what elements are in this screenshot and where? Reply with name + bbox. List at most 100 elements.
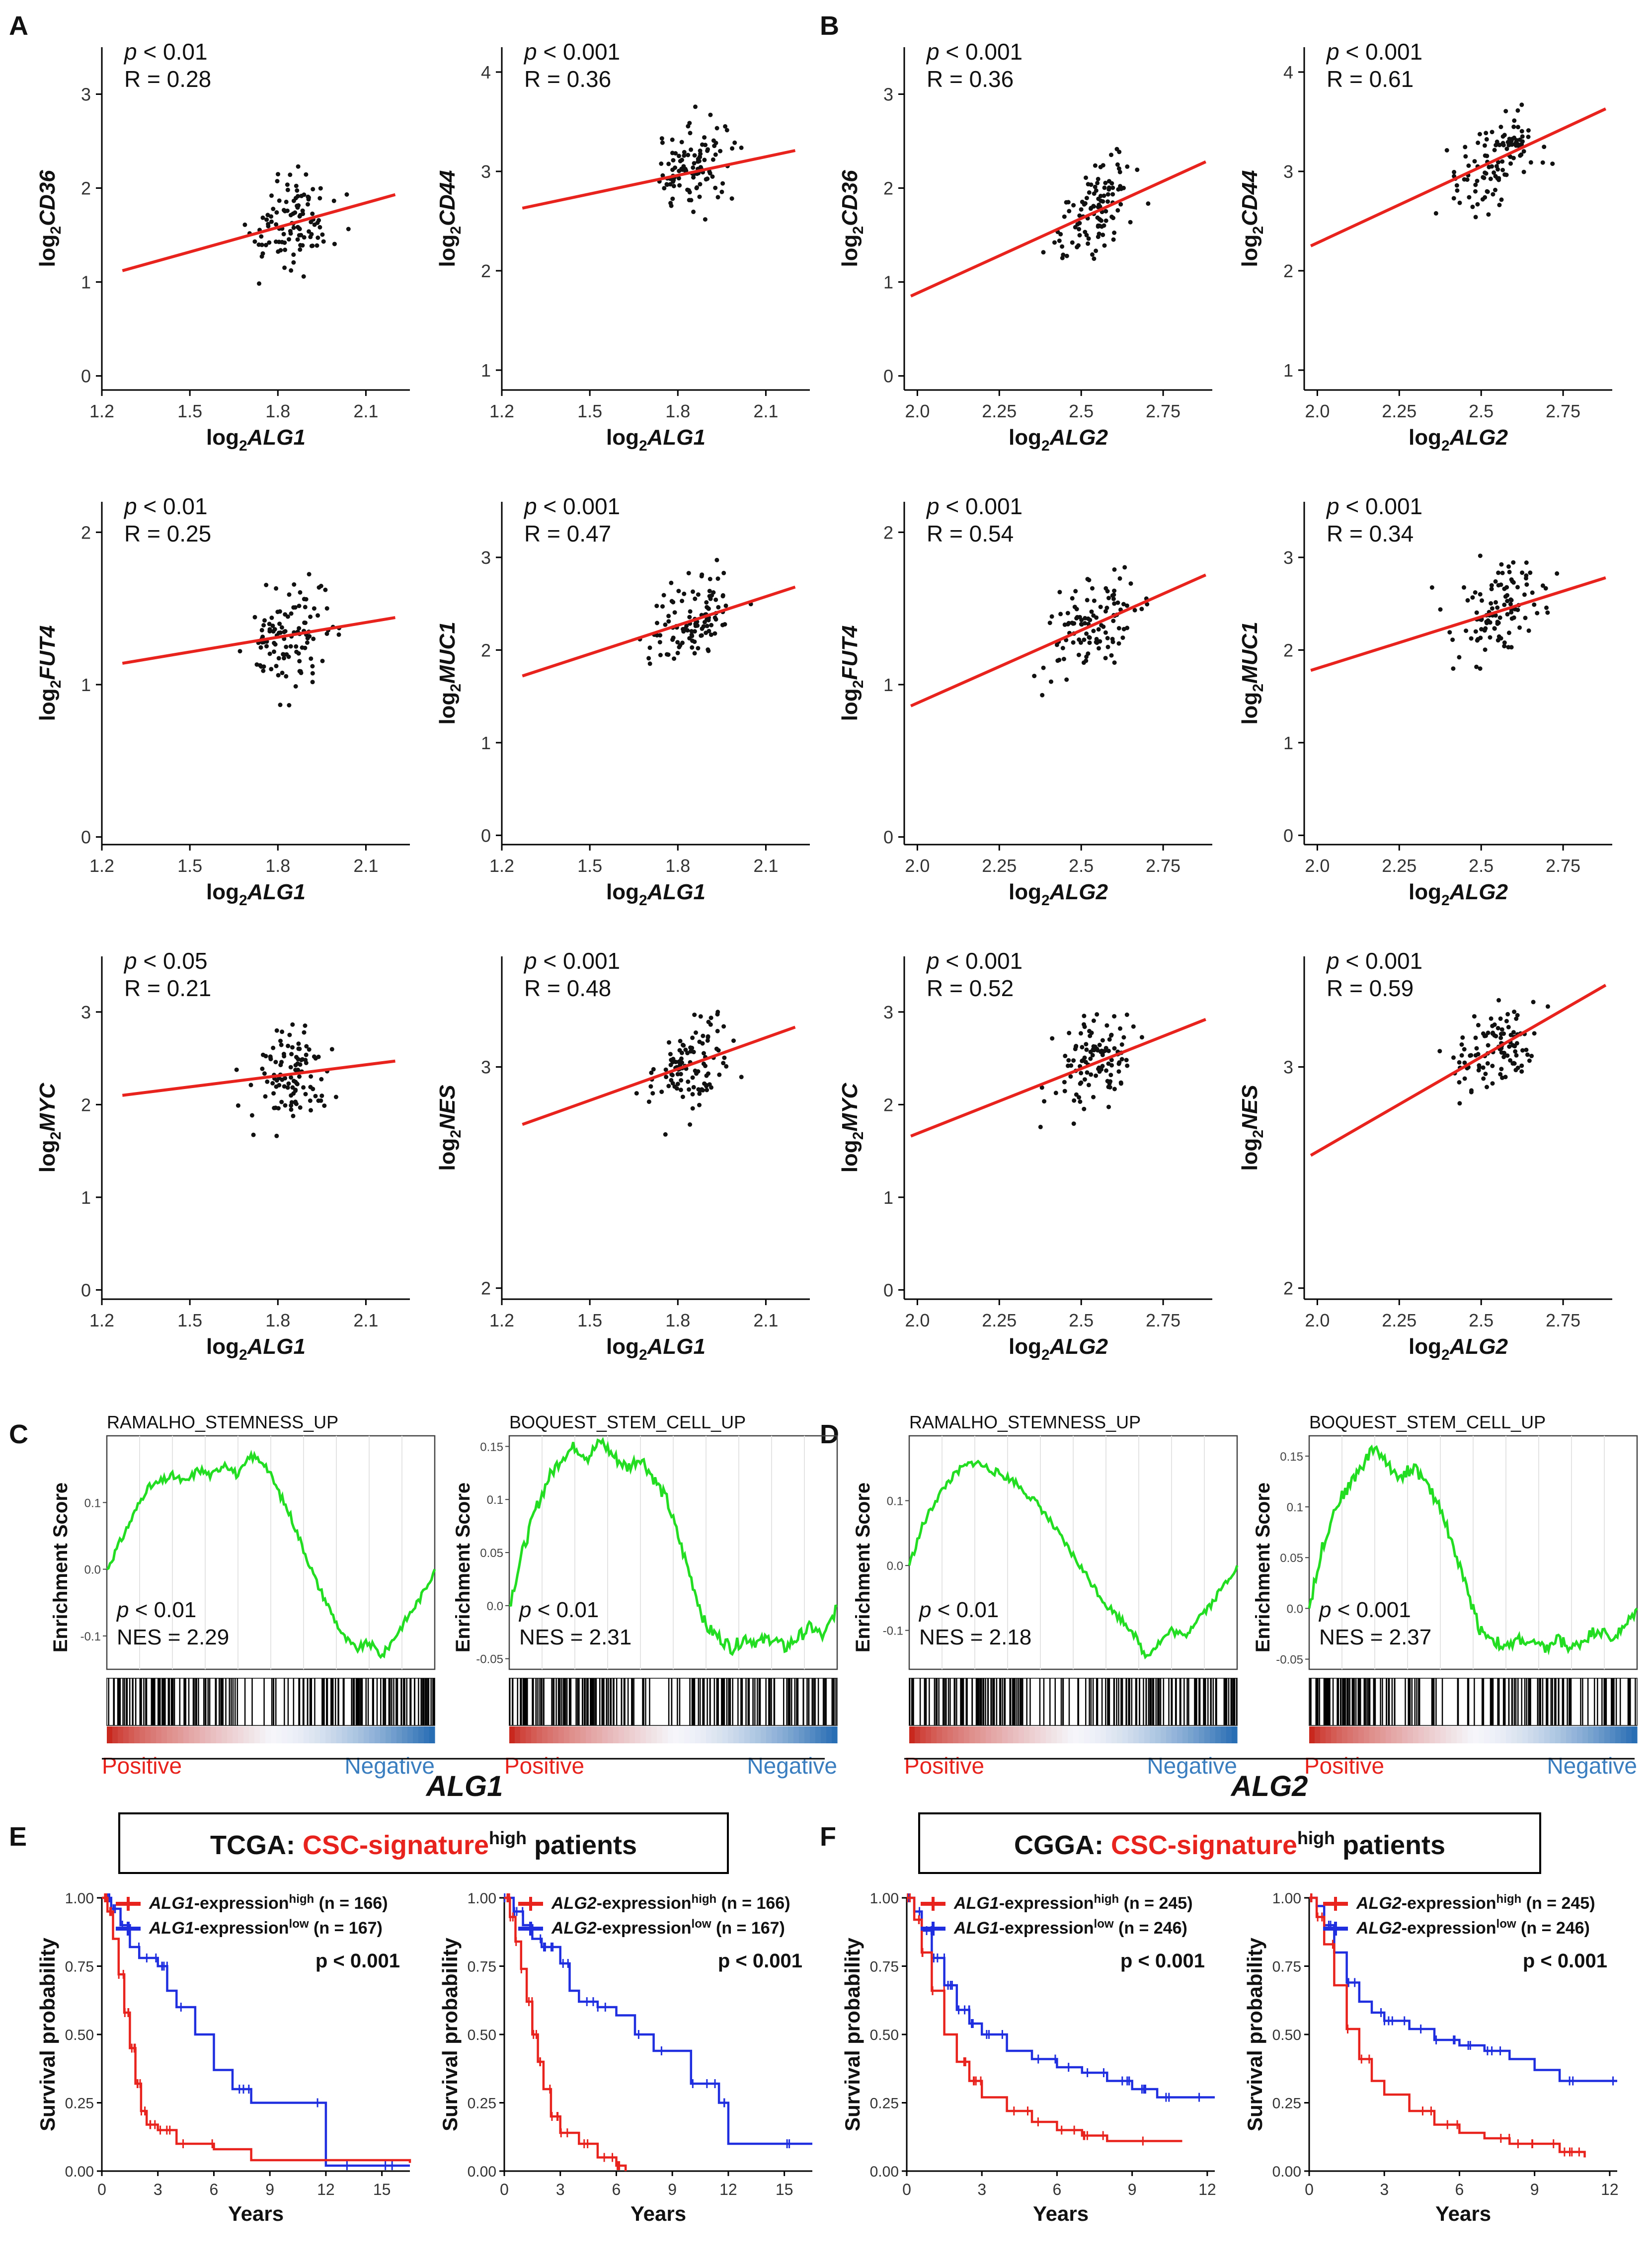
data-point: [1102, 243, 1107, 248]
data-point: [297, 659, 302, 664]
data-point: [294, 196, 298, 201]
data-point: [1473, 215, 1478, 220]
data-point: [1490, 164, 1495, 169]
rank-gradient-cell: [298, 1726, 304, 1743]
data-point: [294, 649, 299, 654]
data-point: [1459, 1042, 1464, 1047]
rank-gradient-cell: [293, 1726, 299, 1743]
rank-gradient-cell: [1495, 1726, 1501, 1743]
data-point: [1512, 135, 1517, 140]
data-point: [263, 242, 268, 247]
data-point: [1084, 631, 1089, 636]
data-point: [286, 1043, 291, 1048]
rank-gradient-cell: [320, 1726, 326, 1743]
km-p-value: p < 0.001: [1120, 1950, 1205, 1972]
y-axis-label: log2MUC1: [435, 622, 464, 724]
y-tick-label: 3: [81, 1002, 91, 1022]
y-tick-label: 0.00: [870, 2164, 899, 2180]
x-tick-label: 2.5: [1469, 1310, 1494, 1330]
rank-gradient-cell: [668, 1726, 674, 1743]
x-axis-label: log2ALG2: [1409, 1334, 1508, 1363]
data-point: [274, 210, 279, 215]
p-value-label: p < 0.001: [926, 39, 1023, 65]
data-point: [277, 622, 282, 626]
data-point: [276, 673, 281, 678]
data-point: [667, 1040, 671, 1045]
km-header-title: CGGA: CSC-signaturehigh patients: [1014, 1828, 1445, 1860]
rank-gradient-cell: [815, 1726, 821, 1743]
data-point: [1124, 1013, 1129, 1017]
rank-gradient-cell: [695, 1726, 701, 1743]
rank-gradient-cell: [1588, 1726, 1594, 1743]
data-point: [1121, 602, 1126, 607]
regression-line: [122, 193, 396, 272]
rank-gradient-cell: [783, 1726, 788, 1743]
data-point: [739, 145, 744, 150]
rank-gradient-cell: [1550, 1726, 1556, 1743]
data-point: [1076, 243, 1081, 248]
data-point: [267, 651, 272, 656]
rank-gradient-cell: [1111, 1726, 1117, 1743]
data-point: [1478, 592, 1483, 597]
data-point: [1499, 197, 1504, 202]
r-value-label: R = 0.48: [524, 975, 611, 1001]
negative-label: Negative: [747, 1753, 837, 1779]
data-point: [717, 1072, 722, 1077]
data-point: [297, 669, 302, 674]
y-tick-label: 2: [81, 1094, 91, 1115]
data-point: [1116, 187, 1121, 192]
data-point: [671, 600, 676, 605]
data-point: [1476, 1022, 1481, 1027]
rank-gradient-cell: [1122, 1726, 1128, 1743]
data-point: [704, 1083, 708, 1088]
data-point: [1118, 202, 1123, 207]
data-point: [700, 1041, 705, 1046]
data-point: [242, 222, 247, 227]
data-point: [1112, 1087, 1117, 1092]
data-point: [1502, 133, 1507, 138]
data-point: [1545, 1004, 1550, 1009]
data-point: [1087, 635, 1092, 640]
rank-gradient-cell: [1413, 1726, 1419, 1743]
data-point: [1493, 187, 1497, 192]
data-point: [1084, 196, 1089, 201]
rank-gradient-cell: [964, 1726, 970, 1743]
data-point: [1497, 203, 1502, 208]
data-point: [671, 158, 676, 163]
data-point: [274, 222, 279, 227]
y-tick-label: 0.25: [65, 2096, 94, 2112]
rank-gradient-cell: [739, 1726, 745, 1743]
data-point: [259, 664, 264, 669]
data-point: [1496, 583, 1501, 588]
data-point: [682, 153, 687, 158]
rank-gradient-cell: [227, 1726, 233, 1743]
data-point: [1473, 189, 1478, 194]
rank-gradient-cell: [380, 1726, 386, 1743]
data-point: [1473, 182, 1478, 187]
data-point: [1481, 1076, 1486, 1081]
data-point: [297, 626, 302, 631]
data-point: [1074, 616, 1079, 621]
rank-gradient-cell: [1604, 1726, 1610, 1743]
data-point: [1508, 602, 1513, 607]
data-point: [307, 229, 312, 234]
rank-gradient-cell: [1199, 1726, 1205, 1743]
rank-gradient-cell: [118, 1726, 124, 1743]
rank-gradient-cell: [1490, 1726, 1495, 1743]
data-point: [271, 207, 276, 211]
rank-gradient-cell: [1051, 1726, 1057, 1743]
data-point: [1519, 152, 1524, 157]
rank-gradient-cell: [1566, 1726, 1572, 1743]
data-point: [1099, 218, 1103, 223]
rank-gradient-cell: [799, 1726, 805, 1743]
rank-gradient-cell: [123, 1726, 129, 1743]
data-point: [1041, 250, 1046, 255]
rank-gradient-cell: [1106, 1726, 1112, 1743]
data-point: [704, 600, 709, 605]
y-tick-label: 1.00: [1272, 1890, 1301, 1907]
data-point: [649, 1070, 654, 1075]
data-point: [692, 651, 697, 656]
rank-gradient-cell: [107, 1726, 113, 1743]
data-point: [1050, 1036, 1055, 1041]
